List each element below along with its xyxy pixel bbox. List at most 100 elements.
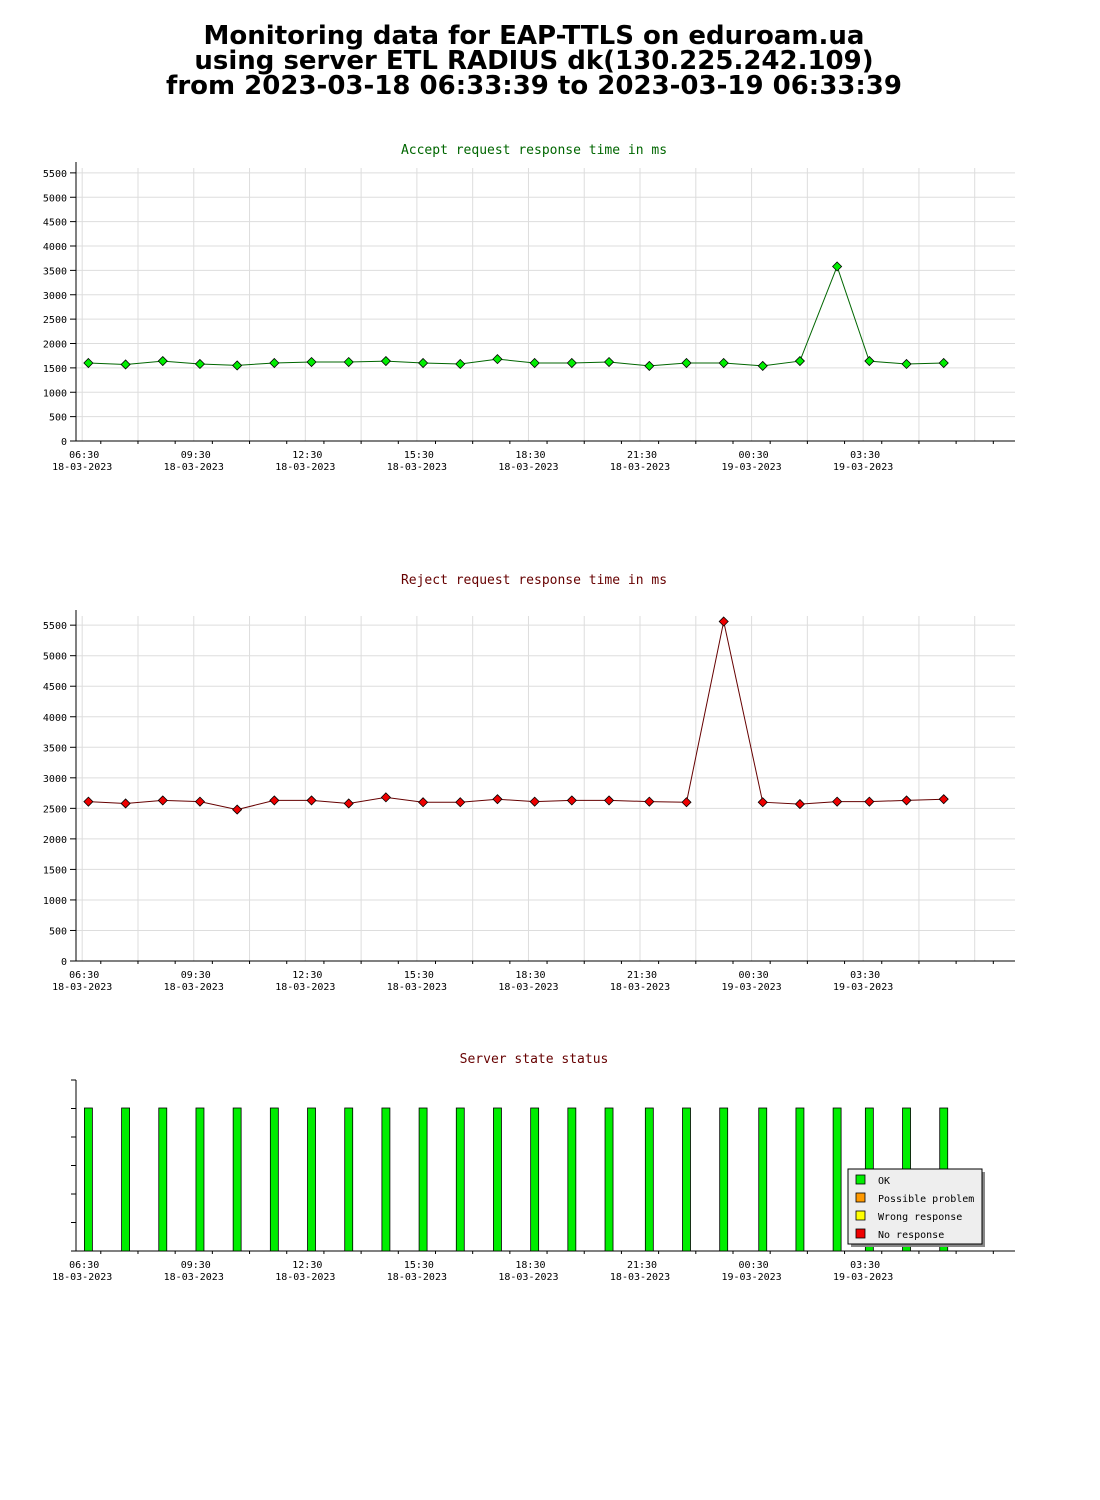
accept-data-point bbox=[455, 358, 466, 370]
status-bar bbox=[381, 1107, 391, 1252]
status-bar bbox=[604, 1107, 614, 1252]
accept-data-point bbox=[343, 356, 354, 368]
status-x-tick-time: 12:30 bbox=[292, 1260, 322, 1271]
status-bar bbox=[644, 1107, 654, 1252]
accept-y-tick-label: 1000 bbox=[43, 388, 67, 399]
status-x-tick-time: 18:30 bbox=[515, 1260, 545, 1271]
accept-data-point bbox=[832, 261, 843, 272]
status-bar bbox=[195, 1107, 205, 1252]
reject-x-tick-date: 18-03-2023 bbox=[498, 982, 558, 993]
status-x-tick-time: 03:30 bbox=[850, 1260, 880, 1271]
accept-data-point bbox=[380, 355, 391, 367]
reject-data-point bbox=[603, 795, 615, 806]
reject-y-tick-label: 2000 bbox=[43, 835, 67, 846]
accept-data-point bbox=[644, 360, 655, 371]
status-bar bbox=[682, 1107, 691, 1252]
legend-box bbox=[847, 1168, 983, 1245]
status-x-tick-time: 21:30 bbox=[627, 1260, 657, 1271]
status-x-tick-date: 18-03-2023 bbox=[52, 1272, 112, 1283]
reject-x-tick-date: 18-03-2023 bbox=[275, 982, 335, 993]
accept-data-point bbox=[157, 355, 168, 367]
accept-x-tick-date: 18-03-2023 bbox=[275, 462, 335, 473]
accept-x-tick-date: 18-03-2023 bbox=[164, 462, 224, 473]
accept-y-tick-label: 3000 bbox=[43, 291, 67, 302]
reject-y-tick-label: 5000 bbox=[43, 652, 67, 663]
accept-series-line bbox=[88, 265, 944, 367]
title-line-2: using server ETL RADIUS dk(130.225.242.1… bbox=[194, 46, 874, 76]
accept-data-point bbox=[718, 357, 729, 369]
reject-series-line bbox=[88, 621, 944, 811]
reject-y-tick-label: 4500 bbox=[43, 682, 67, 693]
reject-chart-title: Reject request response time in ms bbox=[401, 573, 667, 588]
accept-response-chart: Accept request response time in ms 0 500 10… bbox=[43, 143, 1015, 473]
title-line-1: Monitoring data for EAP-TTLS on eduroam.… bbox=[203, 21, 865, 51]
accept-x-tick-date: 18-03-2023 bbox=[52, 462, 112, 473]
page-title: Monitoring data for EAP-TTLS on eduroam.… bbox=[0, 21, 1068, 101]
reject-data-point bbox=[794, 799, 805, 810]
accept-data-point bbox=[269, 357, 280, 369]
accept-data-point bbox=[306, 356, 317, 368]
status-bar bbox=[455, 1107, 465, 1252]
legend-swatch bbox=[855, 1192, 866, 1203]
accept-data-point bbox=[938, 357, 949, 369]
status-x-tick-date: 18-03-2023 bbox=[275, 1272, 335, 1283]
legend-label: Possible problem bbox=[878, 1194, 974, 1205]
legend-swatch bbox=[855, 1228, 866, 1239]
reject-x-tick-time: 00:30 bbox=[739, 970, 769, 981]
reject-x-tick-time: 18:30 bbox=[515, 970, 545, 981]
status-x-tick-time: 00:30 bbox=[739, 1260, 769, 1271]
reject-y-tick-label: 4000 bbox=[43, 713, 67, 724]
reject-data-point bbox=[757, 797, 768, 808]
legend-label: No response bbox=[878, 1230, 944, 1241]
reject-y-tick-label: 3500 bbox=[43, 743, 67, 754]
reject-data-point bbox=[566, 795, 577, 806]
accept-x-tick-time: 06:30 bbox=[69, 450, 99, 461]
accept-data-point bbox=[681, 357, 692, 369]
reject-y-tick-label: 1000 bbox=[43, 896, 67, 907]
accept-y-tick-label: 500 bbox=[49, 413, 67, 424]
title-line-3: from 2023-03-18 06:33:39 to 2023-03-19 0… bbox=[166, 71, 902, 101]
accept-y-tick-label: 4500 bbox=[43, 218, 67, 229]
accept-y-tick-label: 0 bbox=[61, 437, 67, 448]
status-bar bbox=[158, 1107, 168, 1252]
reject-y-tick-label: 500 bbox=[49, 926, 67, 937]
reject-data-point bbox=[681, 797, 692, 808]
reject-y-tick-label: 5500 bbox=[43, 621, 67, 632]
reject-x-tick-time: 03:30 bbox=[850, 970, 880, 981]
status-x-tick-date: 18-03-2023 bbox=[164, 1272, 224, 1283]
status-x-tick-time: 09:30 bbox=[181, 1260, 211, 1271]
accept-y-tick-label: 2000 bbox=[43, 340, 67, 351]
reject-response-chart: Reject request response time in ms 0 500 10… bbox=[43, 573, 1015, 993]
accept-x-tick-time: 00:30 bbox=[739, 450, 769, 461]
status-bar bbox=[307, 1107, 316, 1252]
reject-data-point bbox=[718, 616, 729, 627]
reject-y-tick-label: 0 bbox=[61, 957, 67, 968]
status-chart-title: Server state status bbox=[460, 1052, 609, 1067]
reject-x-tick-time: 12:30 bbox=[292, 970, 322, 981]
status-bar bbox=[269, 1107, 279, 1252]
accept-chart-title: Accept request response time in ms bbox=[401, 143, 667, 158]
reject-x-tick-time: 06:30 bbox=[69, 970, 99, 981]
accept-data-point bbox=[529, 357, 540, 369]
reject-data-point bbox=[232, 804, 243, 815]
accept-x-tick-time: 18:30 bbox=[515, 450, 545, 461]
reject-data-point bbox=[529, 796, 540, 807]
accept-data-point bbox=[864, 355, 875, 367]
status-x-tick-time: 15:30 bbox=[404, 1260, 434, 1271]
legend-label: OK bbox=[878, 1176, 890, 1187]
reject-x-tick-time: 15:30 bbox=[404, 970, 434, 981]
legend-swatch bbox=[855, 1210, 866, 1221]
reject-x-tick-time: 09:30 bbox=[181, 970, 211, 981]
accept-data-point bbox=[901, 358, 912, 370]
reject-data-point bbox=[306, 795, 317, 806]
reject-data-point bbox=[492, 794, 503, 805]
reject-data-point bbox=[901, 795, 912, 806]
reject-x-tick-date: 18-03-2023 bbox=[387, 982, 447, 993]
accept-x-tick-time: 12:30 bbox=[292, 450, 322, 461]
accept-x-tick-date: 19-03-2023 bbox=[721, 462, 781, 473]
reject-y-tick-label: 1500 bbox=[43, 865, 67, 876]
reject-data-point bbox=[269, 795, 280, 806]
accept-x-tick-date: 18-03-2023 bbox=[610, 462, 670, 473]
status-bar bbox=[493, 1107, 502, 1252]
status-x-tick-date: 18-03-2023 bbox=[498, 1272, 558, 1283]
